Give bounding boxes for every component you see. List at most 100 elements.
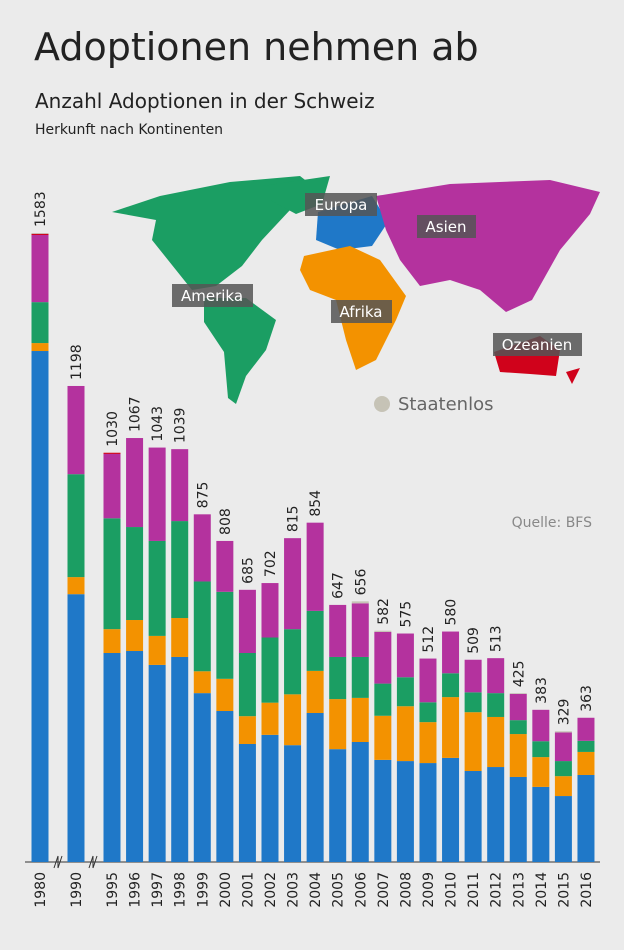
bar-segment — [31, 343, 49, 352]
x-tick-label: 2004 — [308, 872, 324, 908]
total-label: 854 — [308, 490, 324, 517]
x-tick-label: 1996 — [128, 872, 144, 908]
bar-segment — [306, 712, 324, 862]
x-tick-label: 1998 — [173, 872, 189, 908]
bar-segment — [577, 774, 595, 862]
bar-segment — [31, 234, 49, 303]
bar-segment — [487, 716, 505, 768]
total-label: 1067 — [128, 396, 144, 432]
bar-segment — [329, 656, 347, 700]
bar-segment — [509, 776, 527, 862]
bar-segment — [374, 683, 392, 716]
bar-segment — [193, 693, 211, 862]
bar-segment — [442, 631, 460, 674]
x-tick-label: 2016 — [579, 872, 595, 908]
total-label: 582 — [376, 598, 392, 625]
chart-subtitle: Anzahl Adoptionen in der Schweiz — [35, 89, 375, 113]
bar-segment — [351, 656, 369, 698]
bar-segment — [216, 591, 234, 679]
x-tick-label: 2002 — [263, 872, 279, 908]
bar-segment — [577, 717, 595, 741]
bar-segment — [261, 583, 279, 638]
bar-segment — [419, 763, 437, 862]
bar-segment — [67, 577, 85, 595]
bar-segment — [419, 658, 437, 703]
bar-segment — [148, 635, 166, 665]
bar-segment — [374, 631, 392, 684]
total-label: 875 — [195, 482, 211, 509]
x-tick-label: 2010 — [444, 872, 460, 908]
x-tick-label: 2011 — [466, 872, 482, 908]
x-tick-label: 1997 — [150, 872, 166, 908]
bar-segment — [554, 731, 572, 733]
total-label: 383 — [534, 677, 550, 704]
x-tick-label: 2001 — [240, 872, 256, 908]
bar-segment — [261, 702, 279, 735]
total-label: 513 — [489, 625, 505, 652]
bar-segment — [148, 664, 166, 862]
total-label: 1198 — [69, 344, 85, 380]
bar-segment — [532, 786, 550, 862]
map-asia — [376, 180, 600, 312]
legend-label: Staatenlos — [398, 394, 493, 415]
x-tick-label: 1980 — [33, 872, 49, 908]
legend-label: Amerika — [181, 287, 243, 305]
label-box — [493, 333, 582, 356]
bar-segment — [103, 452, 121, 454]
bar-segment — [396, 761, 414, 862]
bar-segment — [487, 658, 505, 694]
map-america — [112, 176, 318, 290]
total-label: 815 — [286, 505, 302, 532]
bar-segment — [284, 694, 302, 746]
bar-segment — [216, 540, 234, 592]
bar-segment — [126, 651, 144, 862]
bar-segment — [238, 716, 256, 744]
label-box — [305, 193, 377, 216]
chart-title: Adoptionen nehmen ab — [34, 25, 479, 69]
total-label: 656 — [353, 569, 369, 596]
axis-break — [88, 855, 98, 869]
bar-segment — [509, 734, 527, 777]
bar-segment — [31, 233, 49, 235]
x-tick-label: 2003 — [286, 872, 302, 908]
bar-segment — [487, 767, 505, 862]
bar-segment — [419, 722, 437, 764]
bar-segment — [329, 749, 347, 862]
bar-segment — [148, 447, 166, 541]
bar-segment — [554, 796, 572, 862]
bar-segment — [374, 715, 392, 760]
x-tick-label: 2000 — [218, 872, 234, 908]
bar-segment — [67, 385, 85, 475]
chart-note: Herkunft nach Kontinenten — [35, 122, 223, 138]
total-label: 329 — [556, 699, 572, 726]
bar-segment — [31, 233, 49, 234]
x-tick-label: 2012 — [489, 872, 505, 908]
bar-segment — [67, 594, 85, 862]
bar-segment — [374, 759, 392, 862]
total-label: 685 — [240, 557, 256, 584]
bar-segment — [532, 757, 550, 787]
legend-label: Europa — [315, 196, 368, 214]
legend-label: Asien — [426, 218, 467, 236]
label-box — [172, 284, 253, 307]
x-tick-label: 2005 — [331, 872, 347, 908]
bar-segment — [126, 438, 144, 528]
bar-segment — [554, 761, 572, 777]
bar-segment — [31, 351, 49, 862]
legend-label: Ozeanien — [502, 336, 573, 354]
total-label: 580 — [444, 599, 460, 626]
bar-segment — [351, 742, 369, 862]
bar-segment — [554, 732, 572, 762]
bar-segment — [329, 699, 347, 750]
label-box — [331, 300, 392, 323]
total-label: 1043 — [150, 406, 166, 442]
bar-segment — [193, 514, 211, 582]
x-tick-label: 2013 — [511, 872, 527, 908]
bar-segment — [216, 678, 234, 712]
bar-segment — [306, 670, 324, 713]
bar-segment — [351, 697, 369, 743]
bar-segment — [374, 630, 392, 632]
label-box — [417, 215, 476, 238]
bar-segment — [509, 693, 527, 694]
